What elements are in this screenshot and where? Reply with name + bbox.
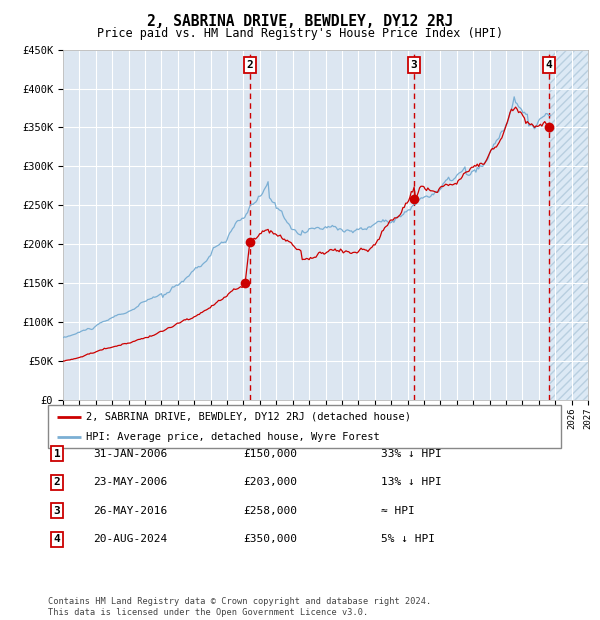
Text: 3: 3 — [53, 506, 61, 516]
Text: 2: 2 — [247, 60, 253, 70]
Text: 1: 1 — [53, 449, 61, 459]
Text: 4: 4 — [53, 534, 61, 544]
Text: £150,000: £150,000 — [243, 449, 297, 459]
Text: ≈ HPI: ≈ HPI — [381, 506, 415, 516]
Text: Price paid vs. HM Land Registry's House Price Index (HPI): Price paid vs. HM Land Registry's House … — [97, 27, 503, 40]
Text: 2, SABRINA DRIVE, BEWDLEY, DY12 2RJ (detached house): 2, SABRINA DRIVE, BEWDLEY, DY12 2RJ (det… — [86, 412, 412, 422]
Text: 2, SABRINA DRIVE, BEWDLEY, DY12 2RJ: 2, SABRINA DRIVE, BEWDLEY, DY12 2RJ — [147, 14, 453, 29]
Text: 5% ↓ HPI: 5% ↓ HPI — [381, 534, 435, 544]
Text: £203,000: £203,000 — [243, 477, 297, 487]
Text: £350,000: £350,000 — [243, 534, 297, 544]
Text: 3: 3 — [411, 60, 418, 70]
Bar — [549, 50, 588, 400]
Text: 31-JAN-2006: 31-JAN-2006 — [93, 449, 167, 459]
Text: 13% ↓ HPI: 13% ↓ HPI — [381, 477, 442, 487]
Text: 2: 2 — [53, 477, 61, 487]
Text: Contains HM Land Registry data © Crown copyright and database right 2024.
This d: Contains HM Land Registry data © Crown c… — [48, 598, 431, 617]
Text: 20-AUG-2024: 20-AUG-2024 — [93, 534, 167, 544]
Text: £258,000: £258,000 — [243, 506, 297, 516]
Text: 26-MAY-2016: 26-MAY-2016 — [93, 506, 167, 516]
Text: HPI: Average price, detached house, Wyre Forest: HPI: Average price, detached house, Wyre… — [86, 432, 380, 442]
Text: 33% ↓ HPI: 33% ↓ HPI — [381, 449, 442, 459]
Bar — [549, 50, 588, 400]
Text: 23-MAY-2006: 23-MAY-2006 — [93, 477, 167, 487]
Text: 4: 4 — [546, 60, 553, 70]
FancyBboxPatch shape — [48, 405, 561, 448]
